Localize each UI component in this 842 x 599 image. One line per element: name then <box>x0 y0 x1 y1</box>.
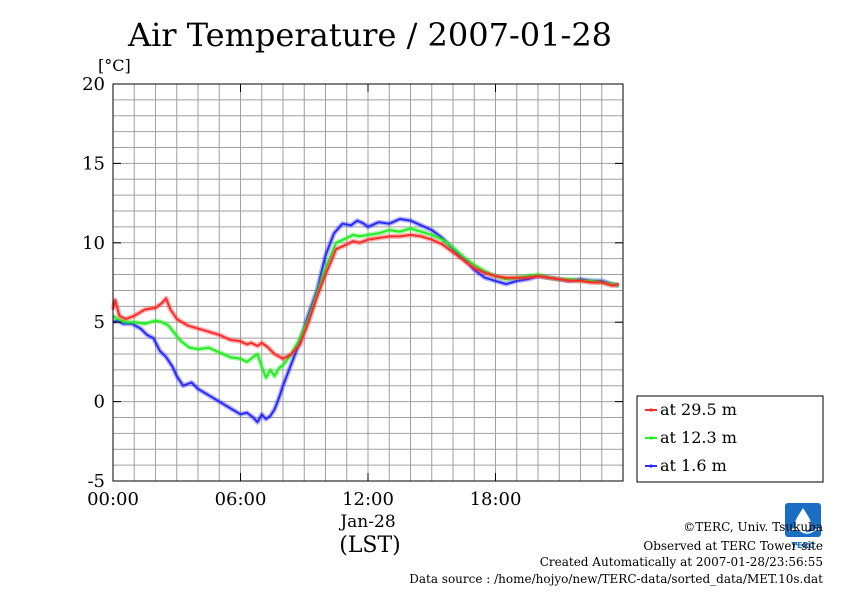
footer-observed: Observed at TERC Tower site <box>643 539 823 553</box>
x-tick-label: 06:00 <box>215 489 267 510</box>
series-line-halo <box>110 232 620 362</box>
legend-label: at 29.5 m <box>660 400 737 419</box>
x-tick-label: 18:00 <box>470 489 522 510</box>
legend-label: at 12.3 m <box>660 428 737 447</box>
legend-marker <box>649 464 653 468</box>
series-line-halo <box>111 226 620 381</box>
footer-copyright: ©TERC, Univ. Tsukuba <box>683 520 823 534</box>
y-tick-label: 10 <box>82 233 105 254</box>
x-axis-date-label: Jan-28 <box>338 512 395 532</box>
series-line <box>112 227 620 379</box>
y-tick-label: -5 <box>87 471 105 492</box>
footer-source: Data source : /home/hojyo/new/TERC-data/… <box>409 572 823 586</box>
grid-lines <box>113 84 623 481</box>
x-tick-label: 12:00 <box>342 489 394 510</box>
legend-label: at 1.6 m <box>660 456 727 475</box>
footer-created: Created Automatically at 2007-01-28/23:5… <box>540 555 823 569</box>
y-tick-label: 15 <box>82 153 105 174</box>
y-tick-label: 20 <box>82 74 105 95</box>
logo-text: TERC <box>792 541 815 550</box>
x-tick-label: 00:00 <box>87 489 139 510</box>
chart-title: Air Temperature / 2007-01-28 <box>127 16 612 54</box>
series-line <box>112 233 620 360</box>
y-tick-label: 5 <box>94 312 105 333</box>
x-axis-label: (LST) <box>339 533 401 558</box>
y-axis-unit: [°C] <box>98 56 131 75</box>
legend-marker <box>649 408 653 412</box>
legend: at 29.5 m at 12.3 m at 1.6 m <box>636 395 824 483</box>
legend-box <box>636 395 824 483</box>
axis-ticks: 20 15 10 5 0 -500:00 06:00 12:00 18:00 <box>82 74 623 510</box>
series-line-halo <box>112 216 620 425</box>
series-line <box>112 218 620 424</box>
series-lines <box>110 216 620 425</box>
y-tick-label: 0 <box>94 392 105 413</box>
terc-logo: TERC <box>785 503 821 550</box>
legend-marker <box>649 436 653 440</box>
